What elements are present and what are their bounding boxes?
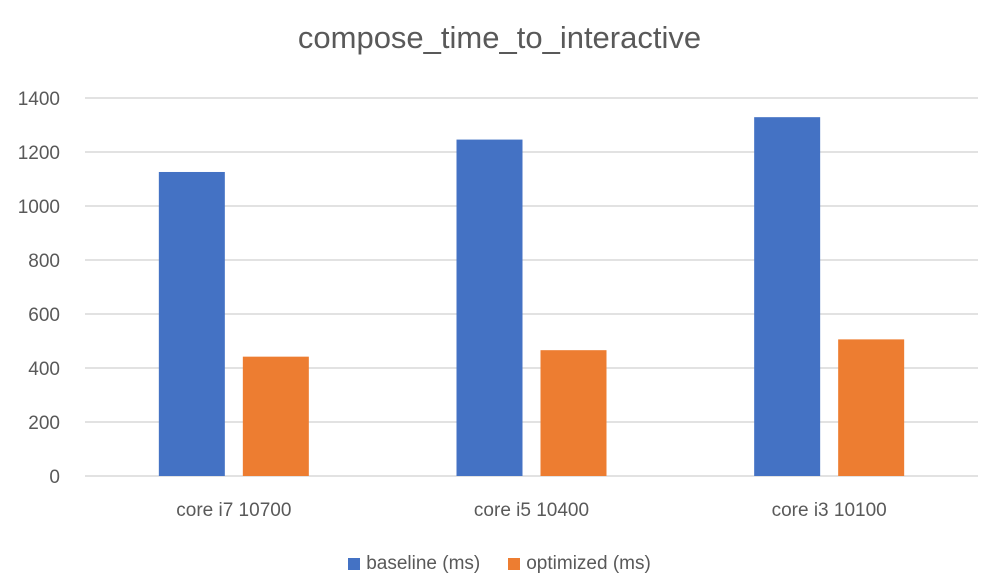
legend-item-optimized: optimized (ms) <box>508 553 651 575</box>
y-tick-label: 400 <box>28 359 60 380</box>
legend-swatch-baseline <box>348 558 361 570</box>
legend-label-baseline: baseline (ms) <box>366 553 481 574</box>
legend-item-baseline: baseline (ms) <box>348 553 480 575</box>
y-tick-label: 0 <box>49 467 60 488</box>
y-tick-label: 800 <box>28 251 60 272</box>
x-tick-label: core i7 10700 <box>176 500 291 521</box>
x-tick-label: core i5 10400 <box>474 500 589 521</box>
legend-label-optimized: optimized (ms) <box>526 553 651 574</box>
y-tick-label: 600 <box>28 305 60 326</box>
y-tick-label: 1400 <box>18 89 60 110</box>
bar-optimized <box>242 356 309 476</box>
chart-title: compose_time_to_interactive <box>297 20 702 55</box>
x-tick-label: core i3 10100 <box>772 500 887 521</box>
y-tick-label: 1200 <box>18 143 60 164</box>
bar-baseline <box>158 171 225 477</box>
legend: baseline (ms) optimized (ms) <box>0 553 999 575</box>
bar-optimized <box>838 339 905 476</box>
bar-optimized <box>540 350 607 476</box>
y-tick-label: 1000 <box>18 197 60 218</box>
y-tick-label: 200 <box>28 413 60 434</box>
bar-baseline <box>456 139 523 476</box>
bar-baseline <box>754 117 821 477</box>
legend-swatch-optimized <box>508 558 521 570</box>
